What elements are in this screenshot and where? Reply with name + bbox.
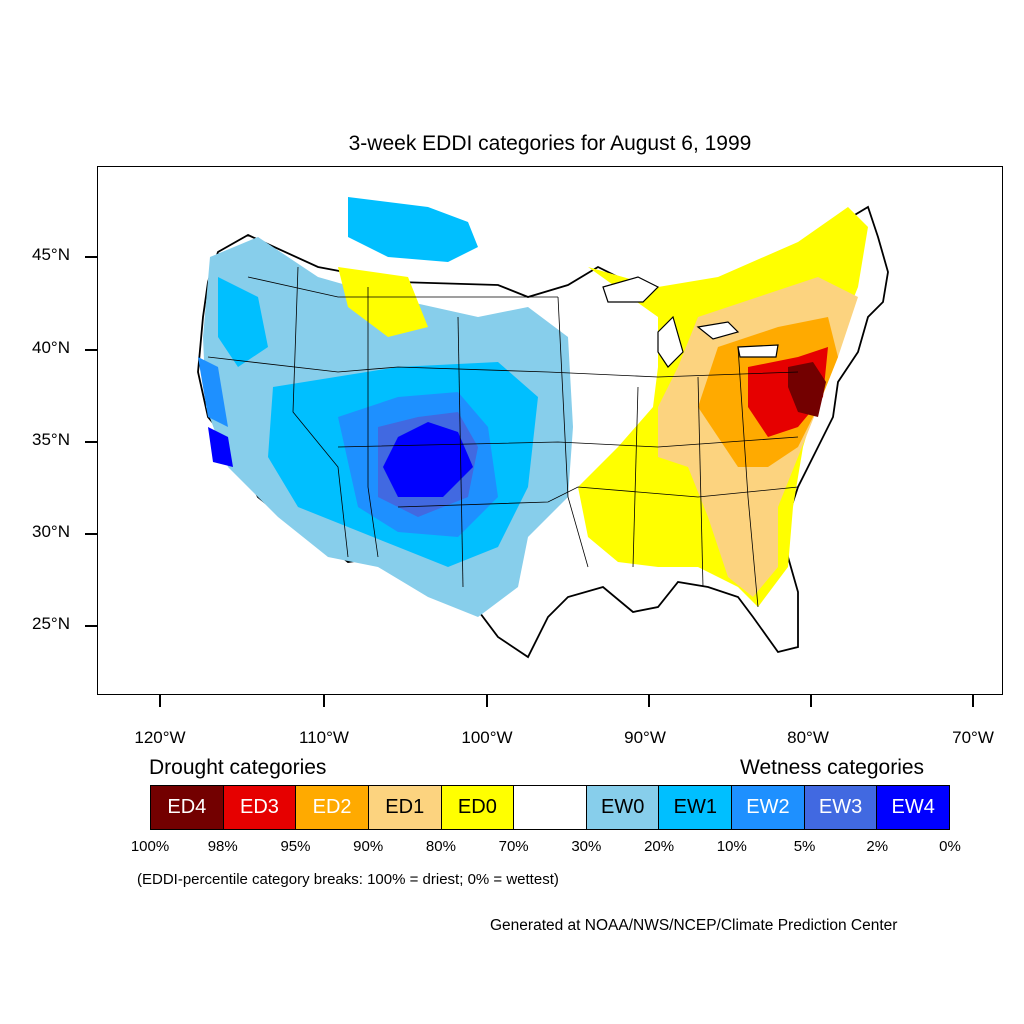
lat-label-30: 30°N <box>32 522 70 541</box>
legend-break-label: 90% <box>353 838 384 855</box>
lat-label-25: 25°N <box>32 614 70 633</box>
lat-tick <box>85 256 97 258</box>
legend-swatch-ed0: ED0 <box>441 786 515 829</box>
lat-label-35: 35°N <box>32 430 70 449</box>
legend-swatch-ed2: ED2 <box>296 786 369 829</box>
lat-label-40: 40°N <box>32 338 70 357</box>
lon-tick <box>648 695 650 707</box>
lat-tick <box>85 533 97 535</box>
legend-break-label: 100% <box>130 838 170 855</box>
legend-swatch-ed4: ED4 <box>151 786 224 829</box>
map-title: 3-week EDDI categories for August 6, 199… <box>348 132 752 155</box>
lat-label-45: 45°N <box>32 245 70 264</box>
category-note: (EDDI-percentile category breaks: 100% =… <box>137 871 559 888</box>
lat-tick <box>85 625 97 627</box>
map-canvas <box>197 197 889 659</box>
legend-swatch-ew0: EW0 <box>586 786 660 829</box>
lon-label-80: 80°W <box>787 728 829 747</box>
region-ed4-east <box>788 362 826 417</box>
legend-break-label: 5% <box>793 838 816 855</box>
lon-tick <box>159 695 161 707</box>
state-borders <box>207 266 799 608</box>
legend-break-label: 0% <box>939 838 961 855</box>
wetness-categories-title: Wetness categories <box>740 756 925 779</box>
lon-label-120: 120°W <box>134 728 186 747</box>
legend-break-label: 2% <box>866 838 889 855</box>
legend-swatch-ed1: ED1 <box>368 786 442 829</box>
region-ew4-west <box>208 422 473 497</box>
legend-break-label: 70% <box>498 838 529 855</box>
legend-swatch-ew4: EW4 <box>877 786 950 829</box>
lon-tick <box>972 695 974 707</box>
legend-break-label: 10% <box>716 838 747 855</box>
lat-tick <box>85 349 97 351</box>
credit-line: Generated at NOAA/NWS/NCEP/Climate Predi… <box>490 917 898 934</box>
legend-swatch-neutral <box>514 786 587 829</box>
legend-swatch-ew3: EW3 <box>804 786 878 829</box>
legend-break-label: 98% <box>207 838 238 855</box>
legend-swatch-ew1: EW1 <box>659 786 733 829</box>
lon-label-100: 100°W <box>461 728 513 747</box>
drought-categories-title: Drought categories <box>149 756 327 779</box>
great-lakes <box>602 276 779 368</box>
lon-label-70: 70°W <box>952 728 994 747</box>
legend-colorbar: ED4 ED3 ED2 ED1 ED0 EW0 EW1 EW2 EW3 EW4 <box>150 785 950 830</box>
lon-label-110: 110°W <box>299 728 349 747</box>
lon-tick <box>810 695 812 707</box>
legend-swatch-ed3: ED3 <box>223 786 297 829</box>
lon-tick <box>323 695 325 707</box>
legend-swatch-ew2: EW2 <box>732 786 805 829</box>
legend-break-label: 30% <box>571 838 602 855</box>
legend-break-label: 80% <box>425 838 456 855</box>
map-frame <box>97 166 1003 695</box>
lon-label-90: 90°W <box>624 728 666 747</box>
lon-tick <box>486 695 488 707</box>
legend-break-label: 95% <box>280 838 311 855</box>
lat-tick <box>85 441 97 443</box>
legend-break-label: 20% <box>644 838 675 855</box>
